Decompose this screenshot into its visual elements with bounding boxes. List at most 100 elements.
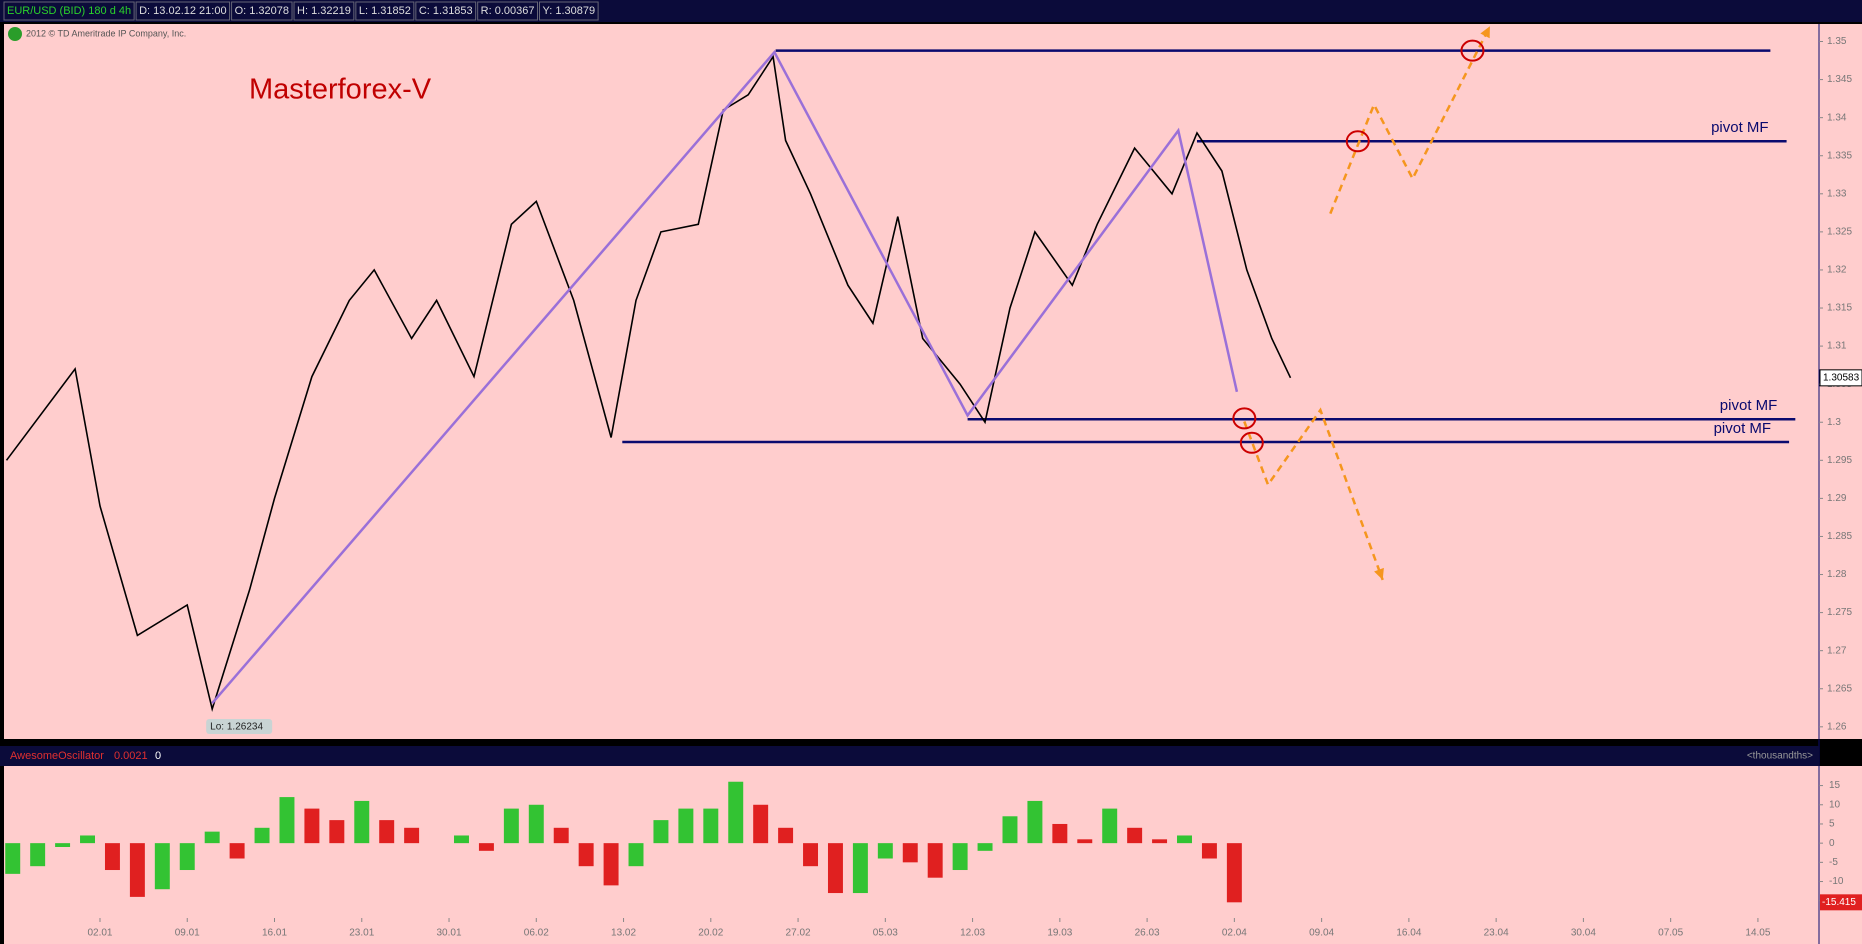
y-tick-label: 1.29 xyxy=(1827,493,1847,504)
x-tick-label: 30.01 xyxy=(437,928,462,939)
y-tick-label: 1.31 xyxy=(1827,341,1847,352)
header-field: O: 1.32078 xyxy=(235,5,289,17)
oscillator-bar xyxy=(5,843,21,874)
oscillator-bar xyxy=(80,835,95,844)
oscillator-bar xyxy=(454,835,469,844)
x-tick-label: 20.02 xyxy=(698,928,723,939)
oscillator-bar xyxy=(1027,800,1043,844)
oscillator-bar xyxy=(553,827,569,844)
oscillator-bar xyxy=(1177,835,1192,844)
oscillator-bar xyxy=(404,827,420,844)
header-cell xyxy=(231,1,293,21)
oscillator-bar xyxy=(902,843,918,863)
unit-label: <thousandths> xyxy=(1747,751,1813,762)
y-tick-label: 1.265 xyxy=(1827,683,1852,694)
y-tick-label: 1.32 xyxy=(1827,265,1847,276)
x-tick-label: 02.04 xyxy=(1222,928,1247,939)
last-price-box xyxy=(1819,369,1862,387)
header-cell xyxy=(477,1,538,21)
oscillator-bar xyxy=(977,843,993,851)
y-tick-label: 1.27 xyxy=(1827,645,1847,656)
oscillator-bar xyxy=(478,843,494,851)
oscillator-bar xyxy=(653,820,669,844)
marker-circle xyxy=(1232,407,1257,430)
y-tick-label: 1.28 xyxy=(1827,569,1847,580)
y-tick-label: 1.275 xyxy=(1827,607,1852,618)
marker-circle xyxy=(1239,431,1264,454)
oscillator-bar xyxy=(803,843,819,867)
oscillator-bar xyxy=(30,843,46,867)
header-cell xyxy=(415,1,477,21)
x-tick-label: 02.01 xyxy=(87,928,112,939)
oscillator-bar xyxy=(204,831,220,844)
y-tick-label: 0 xyxy=(1829,838,1835,849)
oscillator-bar xyxy=(1002,816,1018,844)
oscillator-bar xyxy=(229,843,245,859)
oscillator-bar xyxy=(827,843,843,894)
x-tick-label: 09.01 xyxy=(175,928,200,939)
oscillator-bar xyxy=(1226,843,1242,903)
y-tick-label: 1.325 xyxy=(1827,227,1852,238)
oscillator-bar xyxy=(279,797,295,844)
x-tick-label: 05.03 xyxy=(873,928,898,939)
oscillator-bar xyxy=(55,843,71,847)
oscillator-bar xyxy=(104,843,120,871)
oscillator-bar xyxy=(304,808,320,844)
indicator-readout: 0.0021 xyxy=(114,750,148,762)
x-axis-panel xyxy=(4,918,1862,944)
pivot-label: pivot MF xyxy=(1714,420,1772,437)
oscillator-bar xyxy=(254,827,270,844)
oscillator-bar xyxy=(753,804,769,844)
header-field: D: 13.02.12 21:00 xyxy=(139,5,226,17)
last-value-box xyxy=(1820,894,1862,911)
copyright: 2012 © TD Ameritrade IP Company, Inc. xyxy=(26,28,186,38)
oscillator-bar xyxy=(927,843,943,878)
y-tick-label: 1.295 xyxy=(1827,455,1852,466)
last-price-label: 1.30583 xyxy=(1823,372,1860,383)
pivot-label: pivot MF xyxy=(1720,397,1778,414)
y-tick-label: 1.33 xyxy=(1827,188,1847,199)
x-tick-label: 13.02 xyxy=(611,928,636,939)
oscillator-bar xyxy=(1052,823,1068,844)
x-tick-label: 16.04 xyxy=(1396,928,1421,939)
y-tick-label: 1.285 xyxy=(1827,531,1852,542)
oscillator-bar xyxy=(129,843,145,897)
x-tick-label: 30.04 xyxy=(1571,928,1596,939)
projection xyxy=(1329,25,1492,215)
oscillator-bar xyxy=(728,781,744,844)
oscillator-bar xyxy=(1201,843,1217,859)
x-tick-label: 23.04 xyxy=(1484,928,1509,939)
oscillator-bar xyxy=(952,843,968,871)
oscillator-bar xyxy=(329,820,345,844)
last-value-label: -15.415 xyxy=(1822,897,1856,908)
projection xyxy=(1243,407,1384,581)
x-tick-label: 23.01 xyxy=(349,928,374,939)
header-bar xyxy=(0,0,1862,22)
oscillator-bar xyxy=(1152,839,1168,844)
x-tick-label: 07.05 xyxy=(1658,928,1683,939)
y-tick-label: 1.3 xyxy=(1827,417,1841,428)
header-field: C: 1.31853 xyxy=(419,5,473,17)
marker-circle xyxy=(1460,39,1485,62)
header-cell xyxy=(135,1,231,21)
y-tick-label: 5 xyxy=(1829,819,1835,830)
oscillator-bar xyxy=(852,843,868,894)
header-field: EUR/USD (BID) 180 d 4h xyxy=(7,5,131,17)
y-tick-label: 1.315 xyxy=(1827,303,1852,314)
low-label-box xyxy=(206,718,273,734)
pivot-label: pivot MF xyxy=(1711,119,1769,136)
x-tick-label: 27.02 xyxy=(786,928,811,939)
oscillator-header xyxy=(0,746,1819,766)
oscillator-bar xyxy=(379,820,395,844)
x-tick-label: 16.01 xyxy=(262,928,287,939)
header-cell xyxy=(355,1,415,21)
y-tick-label: -10 xyxy=(1829,876,1844,887)
y-tick-label: 1.26 xyxy=(1827,721,1847,732)
oscillator-bar xyxy=(628,843,644,867)
x-tick-label: 14.05 xyxy=(1745,928,1770,939)
y-tick-label: 1.35 xyxy=(1827,36,1847,47)
oscillator-bar xyxy=(603,843,619,886)
oscillator-bar xyxy=(703,808,719,844)
oscillator-bar xyxy=(778,827,794,844)
